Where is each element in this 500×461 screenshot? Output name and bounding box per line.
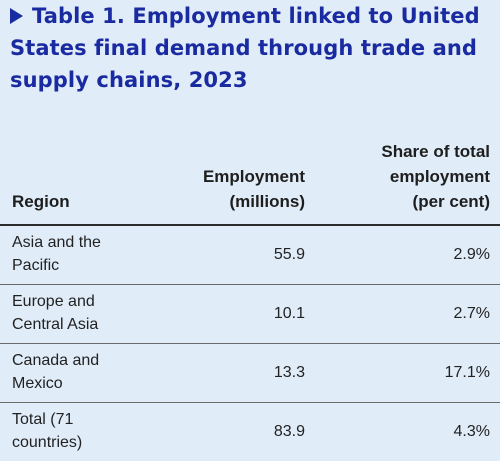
header-employment-line1: Employment <box>202 167 305 186</box>
header-region: Region <box>12 189 70 214</box>
cell-region: Total (71 countries) <box>12 411 83 451</box>
table-row: Canada and Mexico 13.3 17.1% <box>0 344 500 403</box>
employment-table: Region Employment (millions) Share of to… <box>0 128 500 461</box>
table-header-row: Region Employment (millions) Share of to… <box>0 128 500 226</box>
cell-employment: 83.9 <box>273 423 305 440</box>
cell-region: Canada and Mexico <box>12 352 100 392</box>
header-share: Share of total employment (per cent) <box>381 139 490 214</box>
header-employment: Employment (millions) <box>203 164 305 214</box>
table-row-total: Total (71 countries) 83.9 4.3% <box>0 403 500 461</box>
cell-share: 4.3% <box>453 423 490 440</box>
header-share-line3: (per cent) <box>412 192 490 211</box>
header-region-label: Region <box>12 192 70 211</box>
cell-share: 2.9% <box>453 246 490 263</box>
cell-employment: 10.1 <box>273 305 305 322</box>
header-employment-line2: (millions) <box>229 192 305 211</box>
cell-employment: 55.9 <box>273 246 305 263</box>
cell-region: Europe and Central Asia <box>12 293 99 333</box>
header-share-line1: Share of total <box>381 142 490 161</box>
table-title-text: Table 1. Employment linked to United Sta… <box>10 4 480 92</box>
table-title: Table 1. Employment linked to United Sta… <box>10 0 490 96</box>
cell-share: 2.7% <box>453 305 490 322</box>
table-row: Europe and Central Asia 10.1 2.7% <box>0 285 500 344</box>
table-row: Asia and the Pacific 55.9 2.9% <box>0 226 500 285</box>
cell-employment: 13.3 <box>273 364 305 381</box>
cell-region: Asia and the Pacific <box>12 234 101 274</box>
header-share-line2: employment <box>389 167 490 186</box>
cell-share: 17.1% <box>444 364 490 381</box>
triangle-bullet-icon <box>10 8 23 24</box>
